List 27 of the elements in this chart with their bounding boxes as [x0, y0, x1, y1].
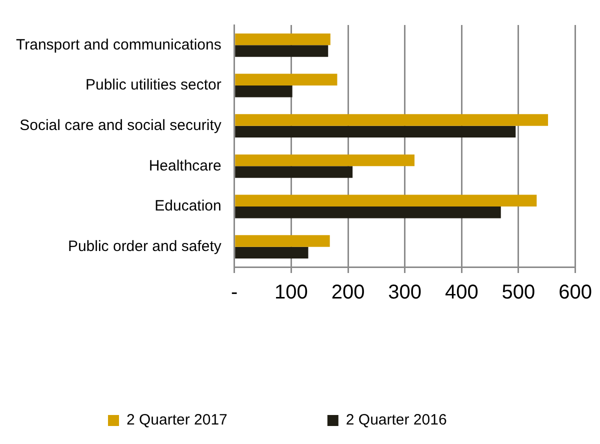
x-tick-label: 500: [502, 282, 536, 304]
x-tick-label: 200: [331, 282, 365, 304]
bar: [235, 166, 353, 178]
x-tick-label: 300: [388, 282, 422, 304]
y-tick-label: Transport and communications: [16, 36, 222, 54]
bar: [235, 206, 501, 218]
bar: [235, 126, 516, 138]
bar: [235, 45, 328, 57]
y-tick-label: Education: [154, 198, 222, 215]
x-tick-label: 100: [274, 282, 308, 304]
bar: [235, 246, 308, 259]
x-tick-label: -: [231, 282, 238, 304]
bar: [235, 74, 338, 86]
bar: [235, 33, 330, 46]
bar: [235, 86, 292, 98]
y-tick-label: Public order and safety: [68, 238, 222, 255]
bar: [235, 235, 330, 247]
y-tick-label: Healthcare: [148, 157, 222, 174]
bar: [235, 194, 537, 206]
y-tick-label: Social care and social security: [20, 116, 222, 134]
legend-label: 2 Quarter 2016: [346, 412, 447, 429]
y-tick-label: Public utilities sector: [85, 76, 222, 94]
bar: [235, 154, 415, 166]
x-tick-label: 600: [558, 282, 592, 304]
bar: [235, 114, 548, 126]
x-tick-label: 400: [444, 282, 478, 304]
legend-label: 2 Quarter 2017: [126, 412, 228, 429]
